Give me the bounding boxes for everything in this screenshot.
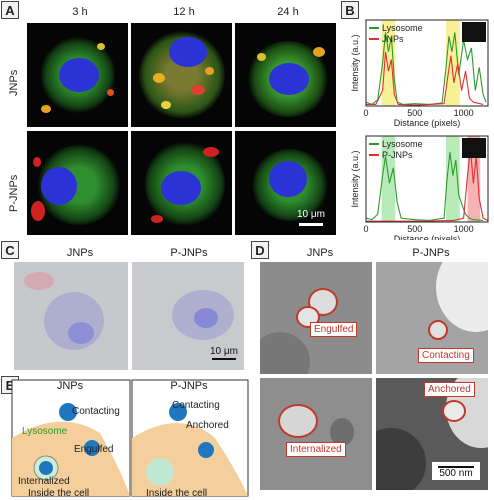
tem-anchored: Anchored 500 nm xyxy=(376,378,488,490)
scalebar-d-label: 500 nm xyxy=(439,468,473,479)
panel-e-title-pjnps: P-JNPs xyxy=(170,380,208,392)
micrograph-pjnps-12h xyxy=(131,131,232,235)
micrograph-jnps-24h xyxy=(235,23,336,127)
x-tick-label: 500 xyxy=(407,224,422,234)
x-tick-label: 0 xyxy=(363,108,368,118)
inset-image xyxy=(462,138,486,158)
tem-internalized: Internalized xyxy=(260,378,372,490)
scalebar-c-label: 10 μm xyxy=(210,346,238,357)
e-left-lysosome: Lysosome xyxy=(22,426,68,437)
micrograph-pjnps-24h: 10 μm xyxy=(235,131,336,235)
e-left-internalized: Internalized xyxy=(18,476,70,487)
legend-label: JNPs xyxy=(382,34,404,44)
micrograph-pjnps-3h xyxy=(27,131,128,235)
tag-contacting: Contacting xyxy=(418,348,474,363)
legend-label: Lysosome xyxy=(382,23,423,33)
brightfield-pjnps: 10 μm xyxy=(132,262,244,370)
tag-engulfed: Engulfed xyxy=(310,322,358,337)
x-tick-label: 0 xyxy=(363,224,368,234)
y-axis-label: Intensity (a.u.) xyxy=(350,150,360,207)
x-axis-label: Distance (pixels) xyxy=(394,234,461,240)
axes-frame xyxy=(365,135,489,223)
row-label-jnps: JNPs xyxy=(8,69,20,96)
panel-d-title-jnps: JNPs xyxy=(306,247,334,259)
panel-label-d: D xyxy=(251,241,269,259)
timepoint-24h: 24 h xyxy=(277,6,299,18)
panel-label-b: B xyxy=(341,1,359,19)
row-label-pjnps: P-JNPs xyxy=(8,174,20,212)
axes-frame xyxy=(365,19,489,107)
tag-anchored: Anchored xyxy=(424,382,475,397)
e-left-inside: Inside the cell xyxy=(28,488,90,499)
micrograph-jnps-12h xyxy=(131,23,232,127)
panel-label-c: C xyxy=(1,241,19,259)
panel-label-a: A xyxy=(1,1,19,19)
panel-e-title-jnps: JNPs xyxy=(56,380,84,392)
scalebar-c-line xyxy=(212,358,236,360)
x-axis-label: Distance (pixels) xyxy=(394,118,461,128)
timepoint-12h: 12 h xyxy=(173,6,195,18)
series-line-jnps xyxy=(366,51,484,106)
e-right-anchored: Anchored xyxy=(186,420,229,431)
x-tick-label: 1000 xyxy=(454,108,474,118)
legend-label: Lysosome xyxy=(382,139,423,149)
e-right-contacting: Contacting xyxy=(172,400,220,411)
e-left-contacting: Contacting xyxy=(72,406,120,417)
scalebar-a-line xyxy=(299,223,323,226)
e-left-engulfed: Engulfed xyxy=(74,444,114,455)
brightfield-jnps xyxy=(14,262,128,370)
timepoint-3h: 3 h xyxy=(72,6,88,18)
micrograph-jnps-3h xyxy=(27,23,128,127)
series-line-p-jnps xyxy=(366,148,489,222)
panel-c-title-jnps: JNPs xyxy=(66,247,94,259)
tem-engulfed: Engulfed xyxy=(260,262,372,374)
y-axis-label: Intensity (a.u.) xyxy=(350,34,360,91)
panel-c-title-pjnps: P-JNPs xyxy=(170,247,208,259)
schematic-e xyxy=(11,379,249,497)
tem-contacting: Contacting xyxy=(376,262,488,374)
scalebar-a-label: 10 μm xyxy=(297,209,325,220)
panel-d-title-pjnps: P-JNPs xyxy=(412,247,450,259)
series-line-lysosome xyxy=(365,32,487,106)
scalebar-d-line xyxy=(438,466,474,468)
x-tick-label: 1000 xyxy=(454,224,474,234)
x-tick-label: 500 xyxy=(407,108,422,118)
tag-internalized: Internalized xyxy=(286,442,346,457)
e-right-inside: Inside the cell xyxy=(146,488,208,499)
legend-label: P-JNPs xyxy=(382,150,413,160)
inset-image xyxy=(462,22,486,42)
